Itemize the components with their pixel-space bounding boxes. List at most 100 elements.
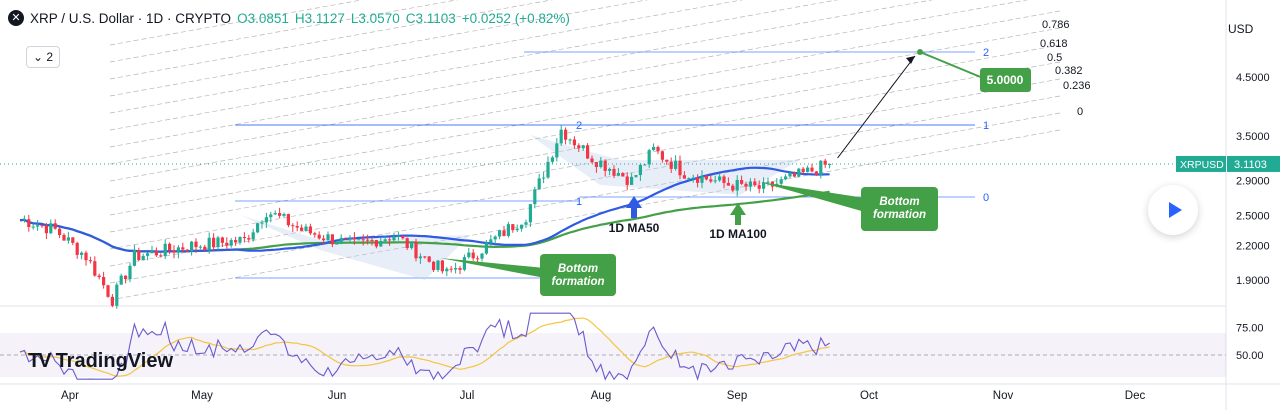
candle-body [440, 260, 444, 272]
candle-body [819, 160, 823, 176]
candle-body [735, 180, 739, 191]
rsi-tick-label: 75.00 [1236, 323, 1264, 335]
candle-body [80, 252, 84, 255]
tradingview-logo[interactable]: TV TradingView [28, 350, 173, 373]
candle-body [115, 284, 119, 306]
candle-body [621, 173, 625, 177]
target-badge [980, 68, 1031, 92]
price-axis: 4.5000 3.5000 2.9000 2.5000 2.2000 1.9000 XRPU… [0, 72, 1280, 287]
candle-body [748, 181, 752, 187]
candle-body [568, 139, 572, 141]
candle-body [814, 171, 818, 176]
ma50-label: 1D MA50 [609, 221, 660, 235]
candle-body [36, 225, 40, 227]
channel-level-label: 0 [1077, 106, 1083, 118]
candle-body [194, 241, 198, 248]
price-tick-label: 3.5000 [1236, 131, 1270, 143]
channel-line [109, 0, 364, 46]
candle-body [374, 240, 378, 247]
candle-body [110, 296, 114, 306]
candle-body [348, 237, 352, 239]
candle-body [577, 145, 581, 149]
candle-body [141, 255, 145, 261]
candle-body [669, 161, 673, 169]
candle-body [53, 223, 57, 229]
channel-line [109, 112, 1061, 284]
candle-body [603, 160, 607, 171]
channel-line [109, 0, 934, 148]
candle-body [172, 250, 176, 253]
candle-body [823, 160, 827, 165]
bottom-formation-label: formation [551, 276, 604, 288]
target-dot [917, 49, 923, 55]
candle-body [119, 275, 123, 285]
candle-body [414, 241, 418, 259]
rsi-tick-label: 50.00 [1236, 350, 1264, 362]
time-axis-label: Jun [328, 390, 347, 402]
candle-body [476, 258, 480, 260]
bottom-formation-box [861, 187, 938, 231]
change-value: +0.0252 (+0.82%) [461, 10, 570, 26]
candle-body [286, 213, 290, 226]
candle-body [313, 233, 317, 235]
candle-body [308, 226, 312, 234]
candle-body [234, 240, 238, 243]
candle-body [665, 159, 669, 162]
candle-body [726, 182, 730, 186]
channel-level-label: 0.382 [1055, 65, 1083, 77]
candle-body [62, 235, 66, 241]
symbol-title[interactable]: XRP / U.S. Dollar · 1D · CRYPTO [30, 10, 232, 26]
channel-line [109, 0, 1029, 165]
candle-body [810, 167, 814, 172]
currency-label[interactable]: USD [1228, 22, 1254, 36]
candle-body [366, 239, 370, 241]
replay-button[interactable] [1148, 185, 1198, 235]
candle-body [238, 237, 242, 243]
candle-body [22, 219, 26, 221]
candle-body [480, 253, 484, 259]
candle-body [678, 160, 682, 176]
indicators-collapse-button[interactable]: ⌄ 2 [26, 46, 60, 68]
close-value: C3.1103 [405, 10, 456, 26]
candle-body [484, 242, 488, 254]
candle-body [427, 256, 431, 262]
channel-level-label: 0.5 [1047, 52, 1062, 64]
candle-body [454, 268, 458, 270]
tradingview-mark-icon: TV [28, 350, 52, 372]
shaded-zone [530, 135, 800, 195]
projection-arrowhead [906, 56, 915, 64]
candle-body [766, 181, 770, 183]
candle-body [383, 239, 387, 242]
candle-body [630, 176, 634, 185]
time-axis-label: Dec [1125, 390, 1146, 402]
candle-body [489, 239, 493, 243]
candle-body [44, 225, 48, 234]
candle-body [502, 230, 506, 236]
candle-body [515, 228, 519, 231]
time-axis-label: Sep [727, 390, 747, 402]
candle-body [27, 219, 31, 228]
candle-body [660, 151, 664, 160]
candle-body [401, 235, 405, 239]
candle-body [335, 243, 339, 245]
candle-body [643, 164, 647, 166]
candle-body [542, 177, 546, 179]
candle-body [744, 183, 748, 187]
candle-body [564, 129, 568, 140]
candle-body [256, 223, 260, 233]
candle-body [282, 213, 286, 216]
candle-body [806, 167, 810, 172]
candle-body [498, 230, 502, 237]
time-axis-label: May [191, 390, 213, 402]
candle-body [370, 240, 374, 242]
candle-body [106, 285, 110, 297]
candle-body [388, 239, 392, 241]
candle-body [88, 260, 92, 262]
candle-body [49, 223, 53, 234]
target-label: 5.0000 [987, 73, 1024, 87]
candle-body [718, 176, 722, 181]
channel-line [109, 0, 649, 97]
candle-body [586, 145, 590, 159]
